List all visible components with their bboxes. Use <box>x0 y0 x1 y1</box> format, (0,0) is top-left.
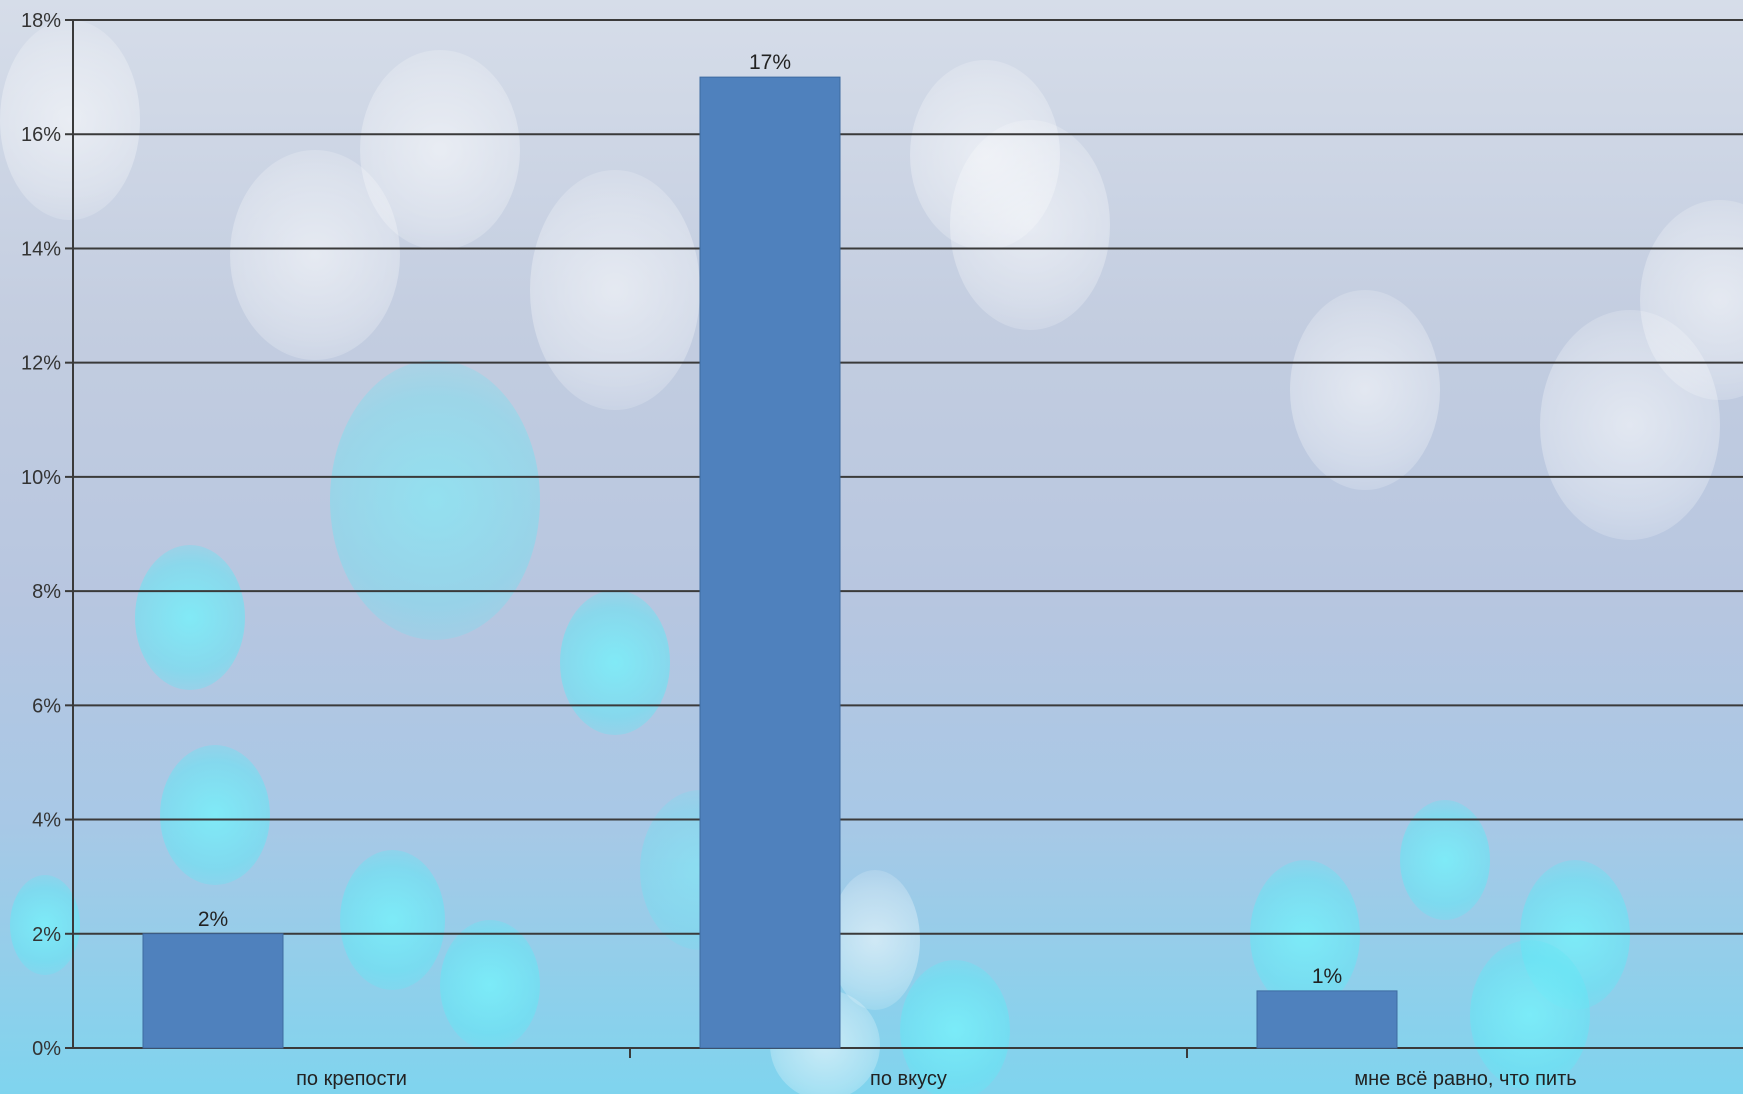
background-bokeh <box>440 920 540 1050</box>
background-bokeh <box>10 875 80 975</box>
background-bokeh <box>900 960 1010 1094</box>
background-bokeh <box>530 170 700 410</box>
background-bokeh <box>560 590 670 735</box>
bar <box>1256 990 1398 1049</box>
x-category-label: по вкусу <box>870 1068 947 1090</box>
data-label: 1% <box>1312 965 1342 988</box>
background-bokeh <box>135 545 245 690</box>
bar <box>699 76 841 1049</box>
y-tick-label: 2% <box>32 924 61 946</box>
x-category-label: мне всё равно, что пить <box>1354 1068 1576 1090</box>
x-category-label: по крепости <box>296 1068 407 1090</box>
bar <box>142 933 284 1049</box>
data-label: 2% <box>198 908 228 931</box>
background-bokeh <box>1470 940 1590 1090</box>
y-tick-label: 0% <box>32 1038 61 1060</box>
y-tick-label: 12% <box>21 353 61 375</box>
y-tick-label: 6% <box>32 695 61 717</box>
y-tick-label: 14% <box>21 238 61 260</box>
background-bokeh <box>1250 860 1360 1010</box>
y-tick-label: 18% <box>21 10 61 32</box>
background-bokeh <box>160 745 270 885</box>
background-bokeh <box>0 20 140 220</box>
background-bokeh <box>1290 290 1440 490</box>
background-bokeh <box>950 120 1110 330</box>
background-bokeh <box>360 50 520 250</box>
y-tick-label: 4% <box>32 810 61 832</box>
y-tick-label: 8% <box>32 581 61 603</box>
y-tick-label: 16% <box>21 124 61 146</box>
data-label: 17% <box>749 51 791 74</box>
background-bokeh <box>340 850 445 990</box>
y-tick-label: 10% <box>21 467 61 489</box>
background-bokeh <box>830 870 920 1010</box>
background-bokeh <box>330 360 540 640</box>
